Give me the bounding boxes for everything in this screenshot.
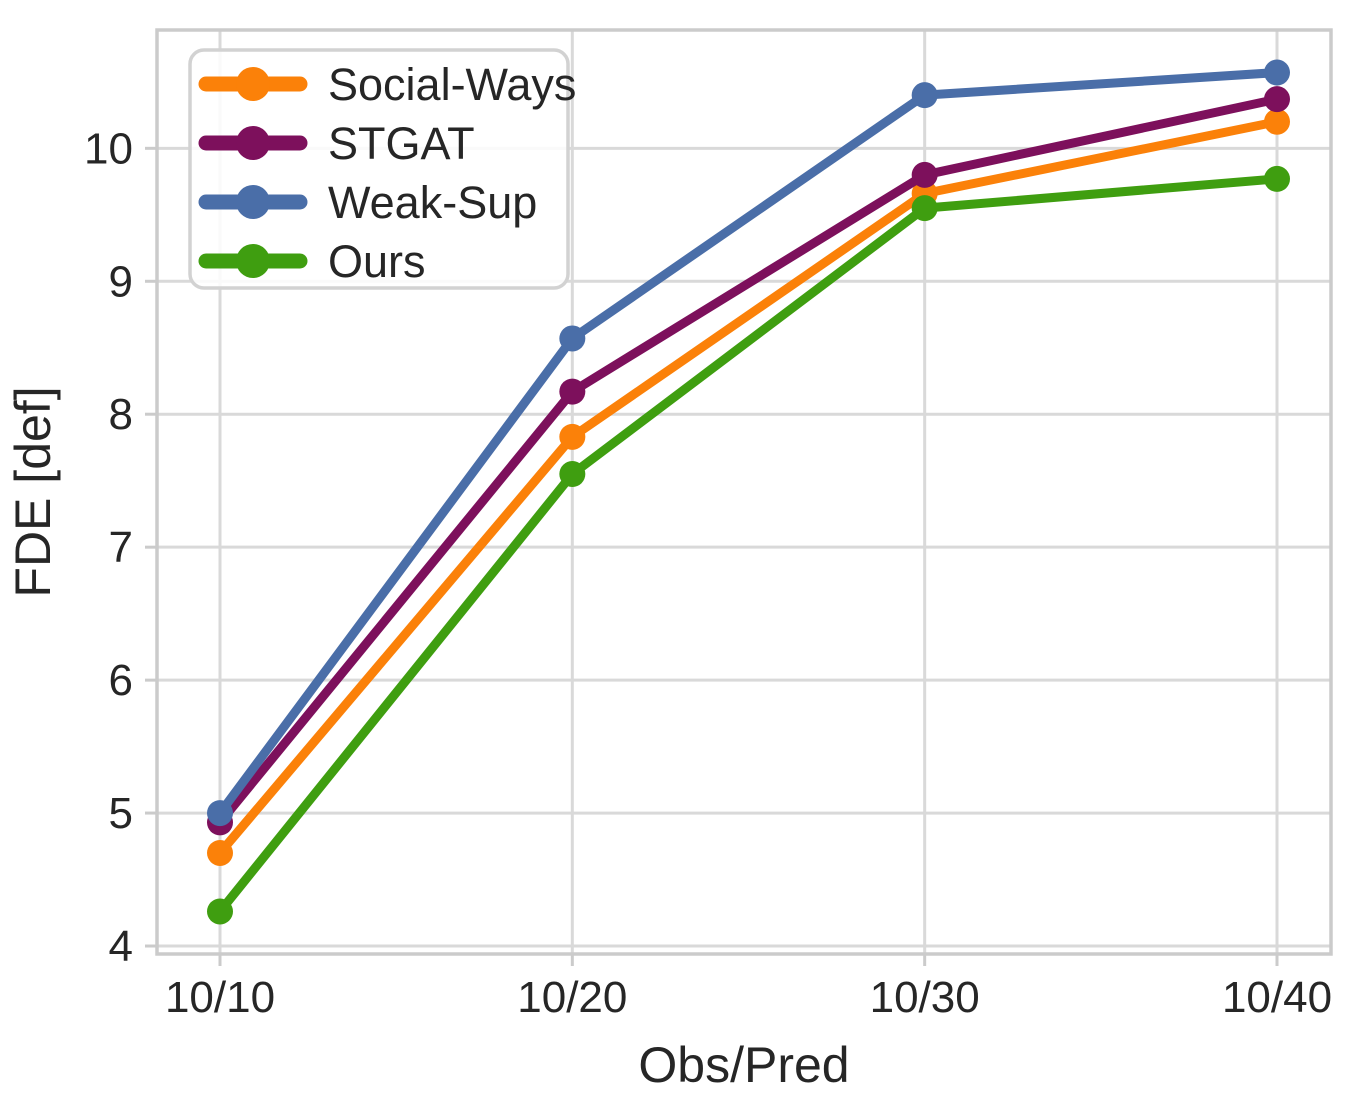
y-axis-label: FDE [def] [5, 386, 61, 597]
data-point-ours [559, 461, 586, 488]
legend-swatch-marker-stgat [236, 126, 270, 160]
data-point-weak-sup [1264, 59, 1290, 86]
series-line-ours [215, 174, 1282, 916]
y-tick-label: 10 [84, 124, 133, 173]
data-point-stgat [911, 161, 938, 188]
data-point-weak-sup [911, 82, 938, 109]
x-tick-label: 10/20 [517, 973, 627, 1022]
y-tick-label: 8 [109, 390, 133, 439]
y-tick-label: 7 [109, 523, 133, 572]
legend-label-stgat: STGAT [328, 118, 475, 169]
legend-box [188, 48, 570, 290]
data-point-stgat [559, 378, 586, 405]
legend-swatch-marker-weak-sup [236, 185, 270, 219]
y-tick-label: 6 [109, 656, 133, 705]
legend-label-social-ways: Social-Ways [328, 59, 576, 110]
x-tick-label: 10/40 [1222, 973, 1332, 1022]
legend-label-weak-sup: Weak-Sup [328, 177, 537, 228]
y-tick-label: 9 [109, 257, 133, 306]
data-point-weak-sup [207, 800, 233, 827]
data-point-ours [207, 898, 233, 925]
data-point-weak-sup [559, 325, 586, 352]
data-point-social-ways [559, 423, 586, 450]
plot-border [155, 28, 1333, 956]
series-line-weak-sup [215, 68, 1282, 818]
x-tick-label: 10/30 [870, 973, 980, 1022]
legend-label-ours: Ours [328, 236, 426, 287]
data-point-social-ways [1264, 108, 1290, 135]
legend-swatch-marker-ours [236, 244, 270, 278]
legend-swatch-marker-social-ways [236, 67, 270, 101]
y-tick-label: 5 [109, 789, 133, 838]
x-tick-label: 10/10 [165, 973, 275, 1022]
x-axis-label: Obs/Pred [638, 1037, 849, 1093]
y-tick-label: 4 [109, 922, 133, 971]
data-point-stgat [1264, 86, 1290, 113]
data-point-social-ways [207, 839, 233, 866]
data-point-ours [1264, 165, 1290, 192]
series-line-social-ways [215, 117, 1282, 858]
data-point-ours [911, 195, 938, 222]
series-line-stgat [215, 94, 1282, 827]
